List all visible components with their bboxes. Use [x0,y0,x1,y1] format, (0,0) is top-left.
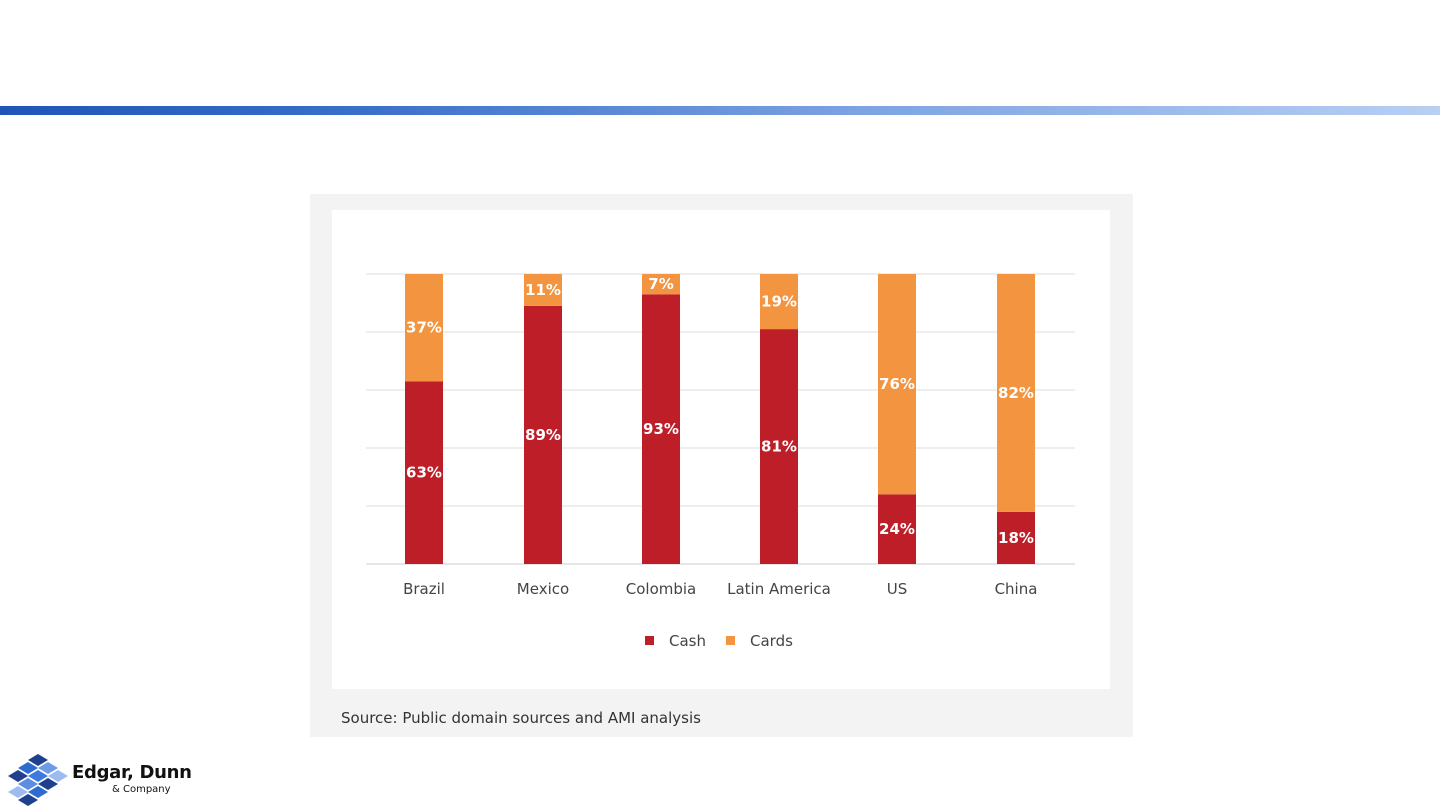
chart-card [332,210,1110,689]
legend-label-cash: Cash [669,632,706,650]
data-label: 24% [879,520,915,538]
header-accent-bar [0,106,1440,115]
x-tick-label: US [887,580,908,598]
x-tick-label: Colombia [626,580,697,598]
bar-cards-china [997,274,1035,512]
bar-cash-colombia [642,294,680,564]
logo-mark-icon [8,754,68,806]
bar-cards-brazil [405,274,443,382]
data-label: 7% [648,275,673,293]
data-label: 19% [761,293,797,311]
x-tick-label: China [995,580,1038,598]
bar-cash-brazil [405,381,443,564]
bar-cash-mexico [524,305,562,564]
x-tick-label: Brazil [403,580,445,598]
bar-cash-china [997,511,1035,564]
bar-cash-latin-america [760,329,798,564]
company-logo: Edgar, Dunn & Company [8,752,192,808]
x-tick-label: Mexico [517,580,569,598]
x-tick-label: Latin America [727,580,831,598]
bar-cards-latin-america [760,274,798,330]
legend-swatch-cash [645,636,654,645]
data-label: 89% [525,426,561,444]
bar-cash-us [878,494,916,564]
logo-subtitle: & Company [112,784,171,795]
data-label: 11% [525,281,561,299]
data-label: 18% [998,529,1034,547]
source-note: Source: Public domain sources and AMI an… [341,709,701,727]
bar-cards-mexico [524,274,562,306]
data-label: 82% [998,384,1034,402]
data-label: 81% [761,438,797,456]
legend-label-cards: Cards [750,632,793,650]
data-label: 93% [643,420,679,438]
bar-cards-colombia [642,274,680,295]
data-label: 37% [406,319,442,337]
data-label: 63% [406,464,442,482]
logo-name: Edgar, Dunn [72,762,192,783]
legend-swatch-cards [726,636,735,645]
data-label: 76% [879,375,915,393]
bar-cards-us [878,274,916,495]
